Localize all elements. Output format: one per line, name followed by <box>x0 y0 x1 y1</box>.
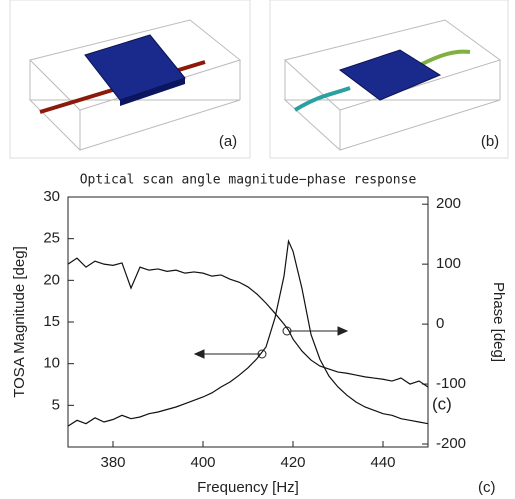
y2-axis-label: Phase [deg] <box>490 282 507 362</box>
y-axis-label: TOSA Magnitude [deg] <box>11 246 28 398</box>
panel-label: (b) <box>481 133 499 150</box>
x-tick-label: 380 <box>100 454 125 471</box>
x-axis-label: Frequency [Hz] <box>197 479 299 496</box>
y-tick-label: 20 <box>43 271 60 288</box>
y2-tick-label: 0 <box>436 315 444 332</box>
y2-tick-label: -100 <box>436 375 466 392</box>
x-tick-label: 420 <box>280 454 305 471</box>
y2-tick-label: 100 <box>436 255 461 272</box>
annotation: (c) <box>478 479 496 496</box>
render-b <box>270 0 508 158</box>
y-tick-label: 15 <box>43 313 60 330</box>
render-a <box>10 0 250 158</box>
y2-tick-label: -200 <box>436 435 466 452</box>
panel-label: (a) <box>219 133 237 150</box>
annotation: (c) <box>432 394 452 413</box>
x-tick-label: 400 <box>190 454 215 471</box>
y-tick-label: 25 <box>43 230 60 247</box>
y-tick-label: 5 <box>52 396 60 413</box>
y-tick-label: 30 <box>43 188 60 205</box>
data-line <box>68 241 428 426</box>
y-tick-label: 10 <box>43 355 60 372</box>
plot-frame <box>68 197 428 447</box>
figure: (a) (b) Optical scan angle magnitude−pha… <box>0 0 515 499</box>
chart-title: Optical scan angle magnitude−phase respo… <box>80 173 417 188</box>
y2-tick-label: 200 <box>436 195 461 212</box>
x-tick-label: 440 <box>370 454 395 471</box>
